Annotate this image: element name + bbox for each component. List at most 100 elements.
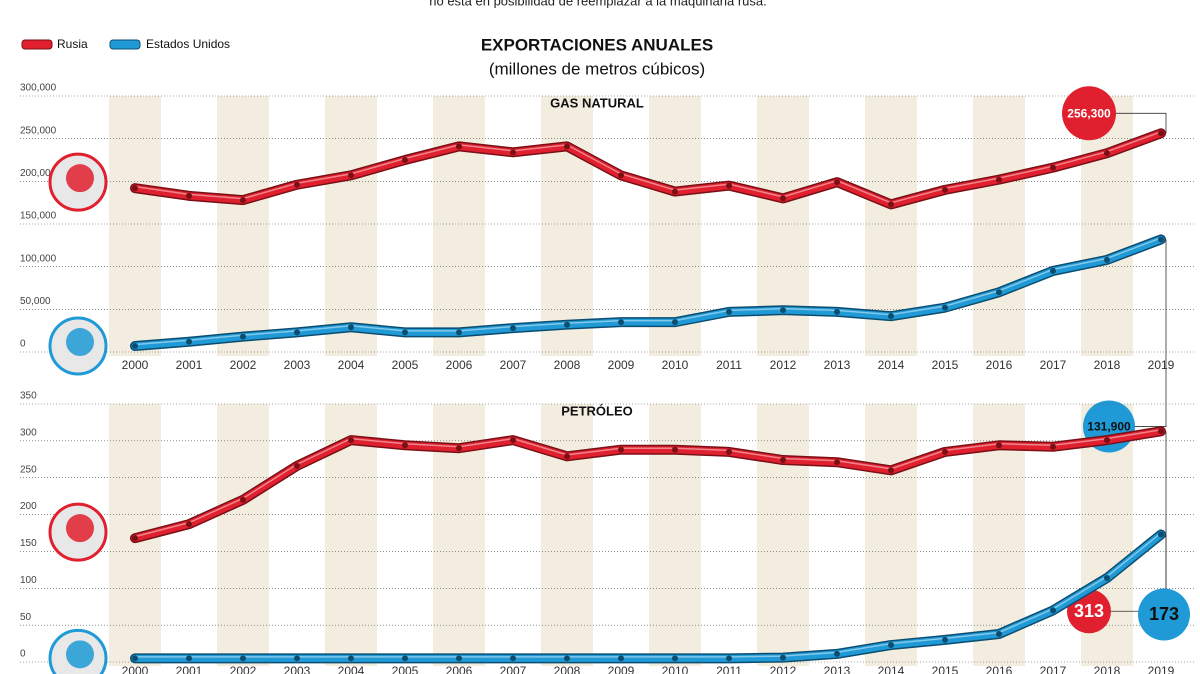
- legend-swatch: [109, 39, 141, 50]
- data-point: [1104, 574, 1110, 581]
- data-point: [1050, 607, 1056, 614]
- x-tick-label: 2018: [1094, 664, 1121, 674]
- x-tick-label: 2004: [338, 358, 365, 372]
- x-tick-label: 2009: [608, 358, 635, 372]
- x-tick-label: 2013: [824, 664, 851, 674]
- x-tick-label: 2019: [1148, 664, 1175, 674]
- band: [433, 96, 485, 356]
- data-point: [186, 655, 192, 662]
- legend-label: Rusia: [57, 37, 88, 51]
- x-tick-label: 2014: [878, 664, 905, 674]
- title: EXPORTACIONES ANUALES: [481, 35, 713, 54]
- x-tick-label: 2019: [1148, 358, 1175, 372]
- band: [757, 96, 809, 356]
- x-tick-label: 2000: [122, 358, 149, 372]
- data-point: [1104, 256, 1110, 263]
- data-point: [1050, 443, 1056, 450]
- data-point: [1158, 428, 1164, 435]
- data-point: [1050, 267, 1056, 274]
- data-point: [996, 289, 1002, 296]
- data-point: [240, 496, 246, 503]
- band: [649, 96, 701, 356]
- line-highlight: [134, 429, 1162, 538]
- data-point: [780, 457, 786, 464]
- y-tick-label: 150,000: [20, 211, 57, 222]
- x-tick-label: 2001: [176, 664, 203, 674]
- data-point: [834, 308, 840, 315]
- value-label: 313: [1074, 601, 1104, 621]
- x-tick-label: 2018: [1094, 358, 1121, 372]
- data-point: [888, 313, 894, 320]
- band: [649, 404, 701, 666]
- data-point: [834, 179, 840, 186]
- x-tick-label: 2003: [284, 358, 311, 372]
- data-point: [618, 319, 624, 326]
- y-tick-label: 50: [20, 612, 32, 623]
- data-point: [294, 329, 300, 336]
- data-point: [672, 188, 678, 195]
- data-point: [402, 157, 408, 163]
- line-highlight: [134, 237, 1162, 346]
- data-point: [942, 186, 948, 193]
- data-point: [240, 655, 246, 662]
- series-line: [131, 530, 1165, 662]
- band: [541, 96, 593, 356]
- data-point: [402, 329, 408, 336]
- data-point: [942, 304, 948, 311]
- data-point: [1050, 164, 1056, 171]
- data-point: [996, 176, 1002, 183]
- band: [217, 96, 269, 356]
- globe-country: [66, 514, 94, 543]
- y-tick-label: 250: [20, 464, 37, 475]
- data-point: [834, 459, 840, 466]
- x-tick-label: 2011: [716, 664, 742, 674]
- globe-country: [66, 640, 94, 669]
- data-point: [1104, 150, 1110, 157]
- data-point: [510, 655, 516, 662]
- data-point: [780, 654, 786, 661]
- data-point: [888, 201, 894, 208]
- x-tick-label: 2014: [878, 358, 905, 372]
- globe-country: [66, 328, 94, 357]
- y-tick-label: 50,000: [20, 296, 51, 307]
- y-tick-label: 200,000: [20, 168, 57, 179]
- data-point: [942, 448, 948, 455]
- data-point: [402, 655, 408, 662]
- y-tick-label: 300: [20, 427, 37, 438]
- x-tick-label: 2002: [230, 358, 257, 372]
- data-point: [672, 446, 678, 453]
- legend-swatch: [21, 39, 53, 50]
- data-point: [510, 437, 516, 444]
- x-tick-label: 2011: [716, 358, 742, 372]
- data-point: [456, 655, 462, 662]
- data-point: [132, 185, 138, 192]
- data-point: [294, 181, 300, 188]
- x-tick-label: 2005: [392, 664, 419, 674]
- x-tick-label: 2000: [122, 664, 149, 674]
- x-tick-label: 2015: [932, 664, 959, 674]
- data-point: [132, 343, 138, 350]
- legend: Rusia Estados Unidos: [21, 37, 230, 51]
- data-point: [618, 446, 624, 453]
- value-label: 256,300: [1067, 106, 1111, 120]
- data-point: [186, 521, 192, 528]
- series-line: [131, 235, 1165, 350]
- data-point: [456, 329, 462, 336]
- y-tick-label: 150: [20, 538, 37, 549]
- data-point: [564, 321, 570, 328]
- line-highlight: [134, 131, 1162, 204]
- series-line: [131, 129, 1165, 208]
- band: [109, 96, 161, 356]
- band: [325, 96, 377, 356]
- data-point: [186, 338, 192, 345]
- data-point: [996, 442, 1002, 449]
- data-point: [996, 630, 1002, 637]
- x-tick-label: 2002: [230, 664, 257, 674]
- data-point: [564, 143, 570, 150]
- data-point: [132, 535, 138, 542]
- y-tick-label: 0: [20, 339, 26, 350]
- data-point: [618, 655, 624, 662]
- chart-title: PETRÓLEO: [561, 403, 633, 418]
- data-point: [240, 333, 246, 340]
